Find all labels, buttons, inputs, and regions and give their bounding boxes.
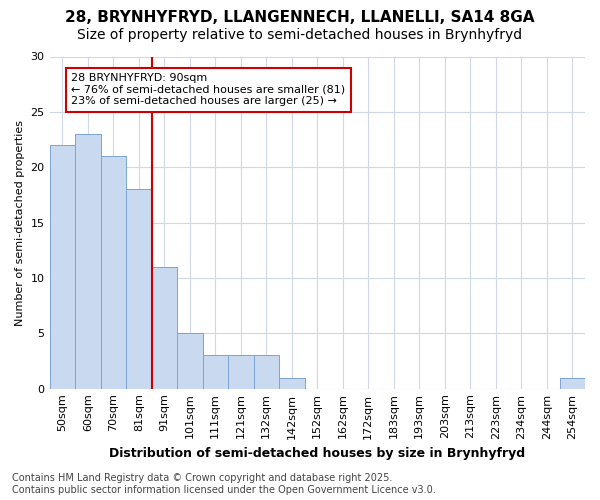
Text: Contains HM Land Registry data © Crown copyright and database right 2025.
Contai: Contains HM Land Registry data © Crown c… [12, 474, 436, 495]
Bar [75, 134, 101, 388]
Y-axis label: Number of semi-detached properties: Number of semi-detached properties [15, 120, 25, 326]
Bar [50, 145, 75, 388]
Bar [254, 356, 279, 388]
Text: Size of property relative to semi-detached houses in Brynhyfryd: Size of property relative to semi-detach… [77, 28, 523, 42]
Text: 28, BRYNHYFRYD, LLANGENNECH, LLANELLI, SA14 8GA: 28, BRYNHYFRYD, LLANGENNECH, LLANELLI, S… [65, 10, 535, 25]
Bar [203, 356, 228, 388]
Text: 28 BRYNHYFRYD: 90sqm
← 76% of semi-detached houses are smaller (81)
23% of semi-: 28 BRYNHYFRYD: 90sqm ← 76% of semi-detac… [71, 73, 346, 106]
Bar [152, 267, 177, 388]
Bar [177, 334, 203, 388]
X-axis label: Distribution of semi-detached houses by size in Brynhyfryd: Distribution of semi-detached houses by … [109, 447, 526, 460]
Bar [126, 190, 152, 388]
Bar [101, 156, 126, 388]
Bar [228, 356, 254, 388]
Bar [560, 378, 585, 388]
Bar [279, 378, 305, 388]
